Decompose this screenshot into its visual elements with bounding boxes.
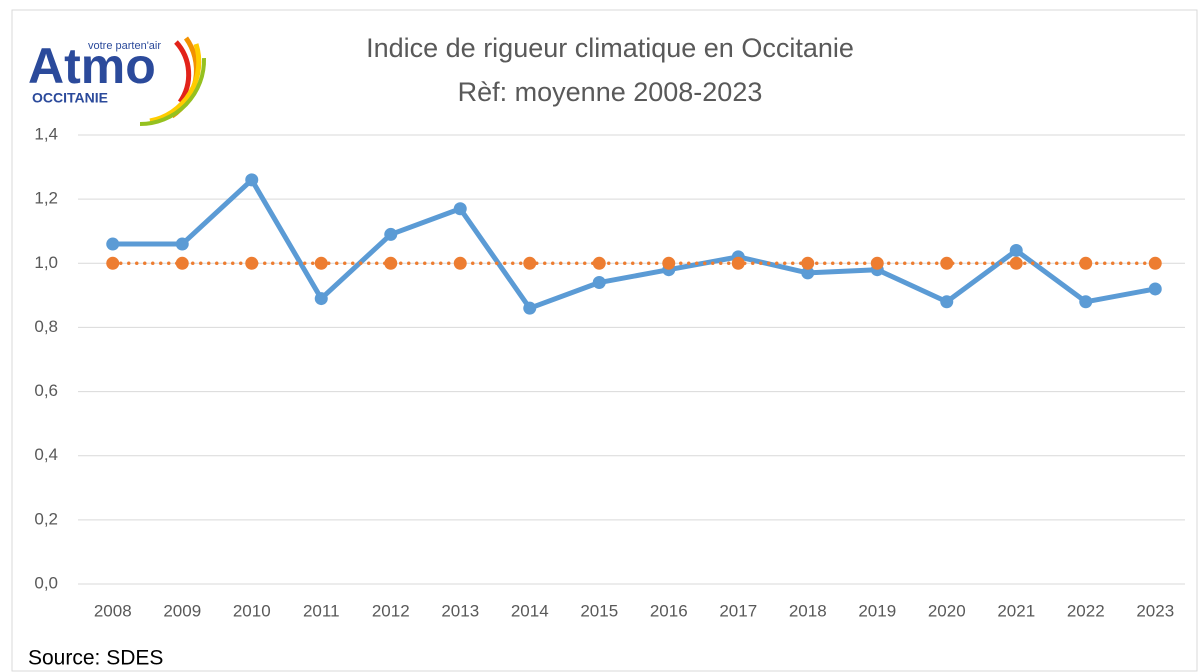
logo-tagline: votre parten'air (88, 40, 161, 52)
x-tick-label: 2019 (858, 601, 896, 620)
x-tick-label: 2017 (719, 601, 757, 620)
data-point (523, 256, 537, 270)
x-tick-label: 2021 (997, 601, 1035, 620)
data-point (1079, 295, 1093, 309)
x-tick-label: 2020 (928, 601, 966, 620)
data-point (1079, 256, 1093, 270)
x-tick-label: 2012 (372, 601, 410, 620)
data-point (245, 173, 259, 187)
data-point (870, 256, 884, 270)
x-tick-label: 2014 (511, 601, 549, 620)
series-line (110, 177, 1158, 311)
chart-frame (11, 9, 1198, 672)
data-point (801, 256, 815, 270)
data-point (1148, 282, 1162, 296)
data-point (731, 256, 745, 270)
logo: Atmo votre parten'air OCCITANIE (28, 36, 207, 126)
x-tick-label: 2016 (650, 601, 688, 620)
logo-arc (149, 43, 202, 124)
data-point (1009, 256, 1023, 270)
data-point (245, 256, 259, 270)
data-point (1148, 256, 1162, 270)
logo-arc (174, 40, 192, 104)
data-point (940, 256, 954, 270)
data-point (106, 237, 120, 251)
chart-subtitle: Rèf: moyenne 2008-2023 (458, 77, 763, 107)
data-point (453, 202, 467, 216)
data-point (453, 256, 467, 270)
data-point (314, 256, 328, 270)
y-tick-label: 0,4 (34, 445, 58, 464)
logo-name: Atmo (28, 38, 156, 94)
data-point (940, 295, 954, 309)
x-tick-label: 2023 (1136, 601, 1174, 620)
y-tick-label: 1,2 (34, 189, 58, 208)
y-tick-label: 0,0 (34, 573, 58, 592)
x-tick-label: 2009 (163, 601, 201, 620)
y-tick-label: 0,8 (34, 317, 58, 336)
data-point (175, 256, 189, 270)
x-tick-label: 2013 (441, 601, 479, 620)
logo-arc (139, 57, 207, 126)
source-note: Source: SDES (28, 647, 163, 670)
data-point (1009, 243, 1023, 257)
x-tick-label: 2011 (303, 601, 340, 620)
y-tick-label: 0,6 (34, 381, 58, 400)
data-point (106, 256, 120, 270)
data-point (592, 276, 606, 290)
chart-title: Indice de rigueur climatique en Occitani… (366, 33, 854, 63)
data-point (314, 292, 328, 306)
data-point (662, 256, 676, 270)
x-tick-label: 2022 (1067, 601, 1105, 620)
data-point (384, 227, 398, 241)
data-point (592, 256, 606, 270)
x-tick-label: 2008 (94, 601, 132, 620)
y-tick-label: 1,4 (34, 124, 58, 143)
x-tick-label: 2015 (580, 601, 618, 620)
x-tick-label: 2018 (789, 601, 827, 620)
y-tick-label: 1,0 (34, 253, 58, 272)
data-point (801, 266, 815, 280)
y-tick-label: 0,2 (34, 509, 58, 528)
logo-region: OCCITANIE (32, 90, 108, 106)
data-point (384, 256, 398, 270)
data-point (175, 237, 189, 251)
x-tick-label: 2010 (233, 601, 271, 620)
data-point (523, 301, 537, 315)
